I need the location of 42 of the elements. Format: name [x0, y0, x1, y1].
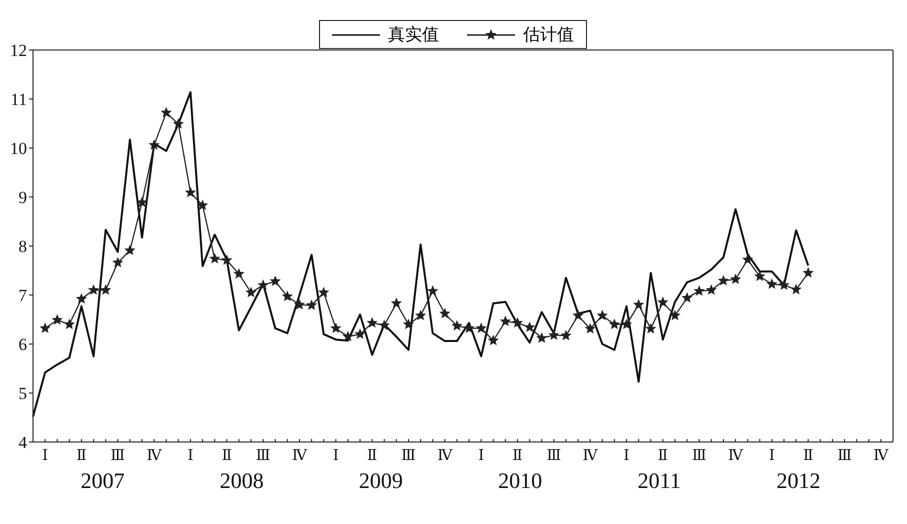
x-tick-label: Ⅱ — [367, 448, 378, 464]
x-tick-label: Ⅰ — [332, 448, 339, 464]
y-tick-label: 11 — [10, 90, 27, 110]
x-tick-label: Ⅲ — [837, 448, 852, 464]
x-tick-label: Ⅳ — [873, 448, 890, 464]
x-tick-label: Ⅰ — [42, 448, 48, 464]
x-tick-label: Ⅳ — [437, 448, 454, 464]
x-tick-label: Ⅰ — [768, 448, 775, 464]
x-tick-label: Ⅰ — [624, 448, 630, 464]
x-tick-label: Ⅱ — [512, 448, 523, 464]
x-tick-label: Ⅲ — [546, 448, 562, 464]
x-tick-label: Ⅱ — [658, 448, 668, 464]
legend-label: 真实值 — [388, 24, 439, 46]
y-tick-label: 6 — [18, 335, 27, 354]
y-tick-label: 10 — [10, 139, 27, 158]
text: 2011 — [636, 468, 682, 494]
text: 2009 — [358, 468, 404, 494]
text: 2007 — [80, 468, 126, 494]
text: 2012 — [775, 468, 822, 494]
x-tick-label: Ⅲ — [110, 448, 126, 464]
line-series — [32, 91, 810, 418]
text: 2008 — [218, 468, 265, 494]
x-tick-label: Ⅳ — [146, 448, 163, 464]
y-tick-label: 9 — [18, 188, 27, 208]
legend-label: 估计值 — [523, 24, 574, 46]
x-tick-label: Ⅰ — [187, 448, 194, 464]
y-tick-label: 12 — [10, 41, 27, 60]
y-tick-label: 8 — [18, 237, 27, 256]
x-tick-label: Ⅱ — [803, 448, 814, 464]
text: 2010 — [497, 468, 544, 494]
x-tick-label: Ⅰ — [478, 448, 484, 464]
x-tick-label: Ⅳ — [728, 448, 744, 464]
x-tick-label: Ⅱ — [76, 448, 87, 464]
y-tick-label: 4 — [18, 433, 28, 452]
x-tick-label: Ⅲ — [401, 448, 416, 464]
x-tick-label: Ⅳ — [582, 448, 599, 464]
x-tick-label: Ⅳ — [292, 448, 308, 464]
y-tick-label: 5 — [18, 384, 27, 404]
y-tick-label: 7 — [18, 286, 28, 306]
x-tick-label: Ⅱ — [222, 448, 232, 464]
x-tick-label: Ⅲ — [692, 448, 706, 464]
x-tick-label: Ⅲ — [256, 448, 270, 464]
